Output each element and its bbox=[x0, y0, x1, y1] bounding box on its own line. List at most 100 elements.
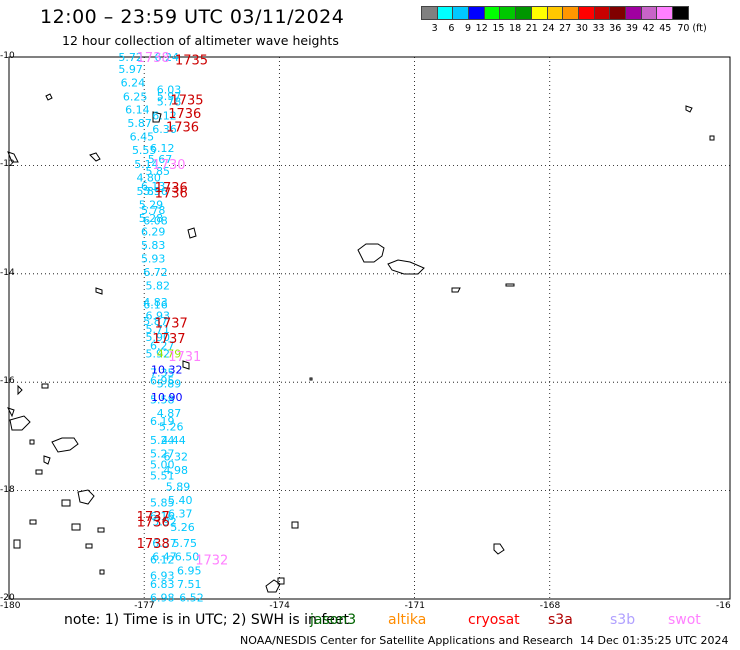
observation-time: 1737 bbox=[152, 332, 185, 347]
latitude-label: -12 bbox=[0, 159, 15, 170]
wave-height-value: 5.96 bbox=[143, 185, 168, 198]
wave-height-value: 6.47 bbox=[152, 551, 177, 564]
wave-height-value: 6.29 bbox=[141, 226, 166, 239]
graticule bbox=[9, 57, 730, 599]
wave-height-value: 5.85 bbox=[150, 497, 175, 510]
longitude-label: -168 bbox=[539, 601, 561, 611]
color-legend-label: 39 bbox=[625, 23, 638, 34]
island-fiji bbox=[85, 543, 93, 549]
wave-height-value: 4.79 bbox=[157, 347, 182, 360]
wave-height-value: 5.40 bbox=[168, 494, 193, 507]
generation-timestamp: 14 Dec 01:35:25 UTC 2024 bbox=[580, 634, 729, 647]
observation-time: 1738 bbox=[137, 51, 170, 66]
wave-height-value: 6.93 bbox=[150, 570, 175, 583]
color-legend-label: 36 bbox=[609, 23, 622, 34]
map-title: 12:00 – 23:59 UTC 03/11/2024 bbox=[40, 6, 345, 28]
color-legend-label: 24 bbox=[542, 23, 555, 34]
wave-height-value: 5.89 bbox=[166, 480, 191, 493]
map-subtitle: 12 hour collection of altimeter wave hei… bbox=[62, 33, 339, 48]
color-legend-labels: 3 6 9 12 15 18 21 24 27 30 33 36 39 42 45 70 (ft) bbox=[421, 23, 725, 34]
observation-time: 1736 bbox=[155, 187, 188, 202]
island-fiji bbox=[35, 469, 43, 475]
land-outlines bbox=[7, 93, 715, 593]
wave-height-value: 6.14 bbox=[125, 104, 150, 117]
wave-height-value: 7.35 bbox=[150, 366, 175, 379]
wave-height-value: 6.32 bbox=[163, 450, 188, 463]
wave-height-value: 5.92 bbox=[152, 515, 177, 528]
wave-height-value: 5.92 bbox=[145, 347, 170, 360]
map-frame bbox=[8, 56, 731, 600]
wave-height-labels: 5.725.976.246.256.145.876.455.555.144.80… bbox=[118, 51, 203, 604]
wave-height-value: 6.16 bbox=[143, 299, 168, 312]
wave-height-value: 6.24 bbox=[121, 76, 146, 89]
island-fiji bbox=[17, 384, 23, 396]
wave-height-value: 5.89 bbox=[157, 377, 182, 390]
observation-time: 1736 bbox=[168, 107, 201, 122]
island-fiji bbox=[29, 439, 35, 445]
island-fiji bbox=[41, 383, 49, 389]
wave-height-value: 6.24 bbox=[154, 51, 179, 64]
wave-height-value: 6.83 bbox=[150, 578, 175, 591]
wave-height-value: 5.75 bbox=[172, 537, 197, 550]
island-small bbox=[709, 135, 715, 141]
wave-height-value: 5.55 bbox=[132, 144, 157, 157]
wave-height-value: 6.36 bbox=[152, 123, 177, 136]
observation-time: 1738 bbox=[137, 537, 170, 552]
wave-height-value: 6.25 bbox=[123, 91, 148, 104]
island-fiji bbox=[71, 523, 81, 531]
island-tonga bbox=[309, 377, 313, 381]
wave-height-value: 6.45 bbox=[130, 131, 155, 144]
wave-height-value: 5.28 bbox=[139, 212, 164, 225]
wave-height-value: 6.95 bbox=[177, 564, 202, 577]
island-small bbox=[182, 360, 190, 370]
wave-height-value: 5.97 bbox=[157, 90, 182, 103]
color-legend-label: 33 bbox=[592, 23, 605, 34]
color-legend-label: 42 bbox=[642, 23, 655, 34]
wave-height-value: 5.85 bbox=[136, 185, 161, 198]
island-small bbox=[95, 287, 103, 295]
color-legend-label: 21 bbox=[525, 23, 538, 34]
wave-height-value: 5.00 bbox=[150, 459, 175, 472]
longitude-label: -171 bbox=[404, 601, 425, 611]
observation-time: 1736 bbox=[166, 120, 199, 135]
wave-height-value: 6.98 bbox=[150, 591, 175, 604]
wave-height-value: 6.12 bbox=[152, 110, 177, 123]
observation-time: 1730 bbox=[152, 158, 185, 173]
color-legend-label: 3 bbox=[431, 23, 438, 34]
wave-height-value: 6.93 bbox=[145, 310, 170, 323]
wave-height-value: 6.37 bbox=[152, 537, 177, 550]
island-upolu bbox=[387, 259, 425, 275]
color-swatch bbox=[672, 6, 689, 20]
observation-time: 1732 bbox=[195, 553, 228, 568]
wave-height-value: 5.82 bbox=[145, 280, 170, 293]
credit-line: NOAA/NESDIS Center for Satellite Applica… bbox=[240, 634, 574, 647]
wave-height-value: 5.97 bbox=[118, 63, 143, 76]
wave-height-value: 5.29 bbox=[139, 198, 164, 211]
longitude-label: -177 bbox=[134, 601, 155, 611]
satellite-legend-s3b: s3b bbox=[610, 612, 636, 628]
wave-height-value: 6.03 bbox=[157, 84, 182, 97]
wave-height-value: 5.85 bbox=[145, 165, 170, 178]
island-fiji bbox=[61, 499, 71, 507]
color-legend-label: 12 bbox=[475, 23, 488, 34]
color-legend-label: 30 bbox=[575, 23, 588, 34]
satellite-legend-cryosat: cryosat bbox=[468, 612, 520, 628]
color-legend-swatches bbox=[421, 6, 725, 20]
wave-height-value: 5.83 bbox=[141, 239, 166, 252]
wave-height-value: 5.51 bbox=[150, 469, 175, 482]
island-tonga bbox=[493, 543, 505, 555]
longitude-label: -174 bbox=[269, 601, 290, 611]
island-savaii bbox=[357, 243, 385, 263]
wave-height-value: 5.58 bbox=[150, 394, 175, 407]
color-legend-label: 70 (ft) bbox=[677, 23, 707, 34]
observation-time-labels: 1738 173517351736173617301736173617371737… bbox=[137, 51, 229, 568]
island-tonga bbox=[277, 577, 285, 585]
island-small bbox=[187, 227, 197, 239]
wave-height-value: 4.98 bbox=[163, 464, 188, 477]
wave-height-value: 6.37 bbox=[168, 507, 193, 520]
latitude-label: -10 bbox=[0, 51, 15, 61]
island-fiji bbox=[43, 455, 51, 465]
observation-time: 1731 bbox=[168, 350, 201, 365]
wave-height-value: 5.71 bbox=[145, 323, 170, 336]
